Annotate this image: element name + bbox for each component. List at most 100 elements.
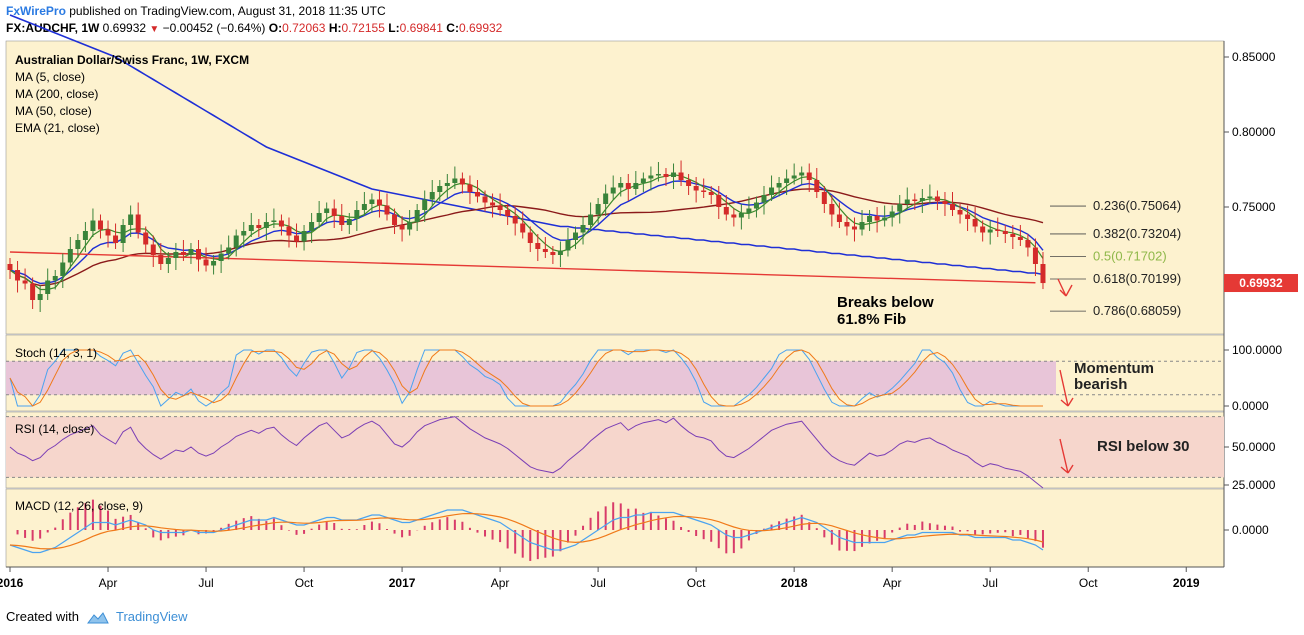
candle-body <box>384 205 390 215</box>
candle-body <box>218 253 224 261</box>
candle-body <box>414 210 420 222</box>
candle-body <box>45 280 51 294</box>
candle-body <box>987 229 993 233</box>
fib-break-line-2: 61.8% Fib <box>837 311 906 328</box>
publisher-name[interactable]: FxWirePro <box>6 4 66 18</box>
candle-body <box>90 220 96 231</box>
candle-body <box>686 180 692 186</box>
legend-ma200[interactable]: MA (200, close) <box>15 87 99 101</box>
candle-body <box>233 235 239 248</box>
candle-body <box>294 235 300 242</box>
macd-signal-line <box>9 512 1044 550</box>
time-tick-label: Oct <box>1079 576 1098 590</box>
time-tick-label: Apr <box>491 576 510 590</box>
fib-label: 0.236(0.75064) <box>1093 198 1181 213</box>
rsi-tick: 50.0000 <box>1232 440 1276 454</box>
low-label: L: <box>388 21 400 35</box>
time-tick-label: Apr <box>883 576 902 590</box>
time-tick-label: Apr <box>99 576 118 590</box>
candle-body <box>128 214 134 225</box>
candle-body <box>376 199 382 206</box>
macd-panel[interactable] <box>5 488 1225 568</box>
time-tick-label: 2019 <box>1173 576 1200 590</box>
candle-body <box>158 255 164 264</box>
candle-body <box>934 196 940 201</box>
candle-body <box>769 187 775 195</box>
candle-body <box>196 249 201 260</box>
time-tick-label: Jul <box>590 576 605 590</box>
candle-body <box>836 214 842 222</box>
candle-body <box>60 262 66 276</box>
stoch-note-line-1: Momentum <box>1074 360 1154 377</box>
candle-body <box>701 190 707 192</box>
candle-body <box>912 199 918 201</box>
candle-body <box>429 192 435 200</box>
candle-body <box>693 186 699 191</box>
candle-body <box>527 232 533 243</box>
candle-body <box>995 229 1001 231</box>
candle-body <box>22 280 28 284</box>
candle-body <box>716 195 722 207</box>
time-tick-label: Jul <box>198 576 213 590</box>
candle-body <box>15 270 21 281</box>
candle-body <box>776 183 782 188</box>
candle-body <box>814 180 820 192</box>
rsi-down-arrow-icon <box>1059 438 1074 474</box>
candle-body <box>37 294 43 300</box>
candle-body <box>135 214 141 233</box>
last-price-badge <box>1224 274 1298 293</box>
high-value: 0.72155 <box>341 21 385 35</box>
candle-body <box>874 216 880 221</box>
symbol-quote-line: FX:AUDCHF, 1W 0.69932 ▼ −0.00452 (−0.64%… <box>6 21 502 35</box>
candle-body <box>203 259 209 266</box>
candle-body <box>120 225 126 243</box>
legend-ma50[interactable]: MA (50, close) <box>15 104 92 118</box>
low-value: 0.69841 <box>399 21 443 35</box>
candle-body <box>867 216 873 222</box>
chart-area[interactable]: 0.236(0.75064) 0.382(0.73204) 0.5(0.71702)… <box>0 0 1304 600</box>
candle-body <box>113 235 119 243</box>
candle-body <box>407 222 413 230</box>
candle-body <box>75 240 81 249</box>
time-tick-label: 2016 <box>0 576 24 590</box>
candle-body <box>573 232 578 240</box>
candle-body <box>806 172 812 180</box>
candle-body <box>595 204 601 215</box>
candle-body <box>248 225 254 231</box>
chart-title: Australian Dollar/Swiss Franc, 1W, FXCM <box>15 53 250 67</box>
candle-body <box>859 222 865 230</box>
stoch-d-line <box>9 349 1043 407</box>
candle-body <box>256 225 262 228</box>
rsi-band <box>6 416 1224 478</box>
fib-label: 0.618(0.70199) <box>1093 271 1181 286</box>
candle-body <box>482 196 488 203</box>
candle-body <box>444 183 450 186</box>
candle-body <box>369 199 375 204</box>
published-text: published on TradingView.com, August 31,… <box>69 4 386 18</box>
candle-body <box>965 214 971 219</box>
candle-body <box>610 187 616 194</box>
candle-body <box>663 174 669 177</box>
candle-body <box>882 217 888 221</box>
candle-body <box>7 264 13 270</box>
candle-body <box>1002 231 1008 234</box>
candle-body <box>723 207 729 215</box>
rsi-line <box>9 416 1044 489</box>
fib-break-line-1: Breaks below <box>837 294 934 311</box>
candle-body <box>746 208 752 213</box>
rsi-label: RSI (14, close) <box>15 422 94 436</box>
candle-body <box>550 252 556 255</box>
candle-body <box>467 184 473 192</box>
candle-body <box>316 213 322 222</box>
candle-body <box>165 258 171 264</box>
ema21-line <box>9 180 1044 285</box>
legend-ema21[interactable]: EMA (21, close) <box>15 121 100 135</box>
candle-body <box>505 210 511 216</box>
tradingview-brand[interactable]: TradingView <box>116 609 188 624</box>
candle-body <box>844 222 850 227</box>
candle-body <box>678 172 684 180</box>
legend-ma5[interactable]: MA (5, close) <box>15 70 86 84</box>
candle-body <box>648 175 654 179</box>
candle-body <box>331 208 337 216</box>
candle-body <box>897 204 903 212</box>
